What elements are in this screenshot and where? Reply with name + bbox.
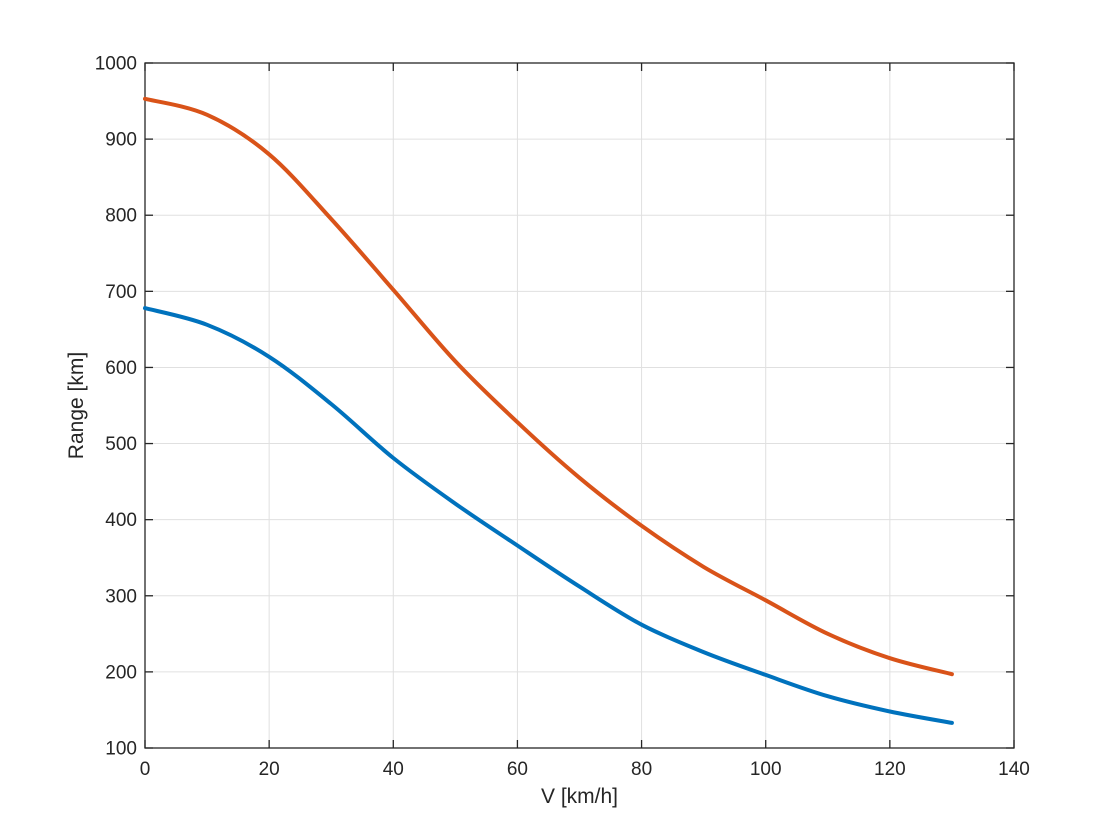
y-tick-label: 100 bbox=[105, 739, 137, 760]
y-tick-label: 600 bbox=[105, 358, 137, 379]
blue-curve bbox=[143, 306, 954, 725]
y-tick-label: 500 bbox=[105, 434, 137, 455]
x-tick-label: 0 bbox=[140, 759, 151, 780]
label-layer: V [km/h] Range [km] 0 20 40 60 80 100 120 140 10… bbox=[65, 54, 1030, 809]
y-axis-label: Range [km] bbox=[65, 352, 88, 459]
x-tick-label: 40 bbox=[383, 759, 404, 780]
x-axis-label: V [km/h] bbox=[541, 785, 618, 808]
axes-box bbox=[144, 62, 1015, 749]
x-tick-label: 140 bbox=[998, 759, 1030, 780]
tick-layer bbox=[144, 62, 1015, 749]
x-tick-label: 80 bbox=[631, 759, 652, 780]
y-tick-label: 200 bbox=[105, 662, 137, 683]
y-tick-label: 1000 bbox=[95, 54, 137, 75]
y-tick-label: 800 bbox=[105, 206, 137, 227]
x-tick-label: 20 bbox=[259, 759, 280, 780]
y-tick-label: 900 bbox=[105, 130, 137, 151]
y-tick-label: 700 bbox=[105, 282, 137, 303]
x-tick-label: 60 bbox=[507, 759, 528, 780]
x-tick-label: 100 bbox=[750, 759, 782, 780]
y-tick-label: 300 bbox=[105, 586, 137, 607]
grid-layer bbox=[144, 62, 1015, 749]
y-tick-label: 400 bbox=[105, 510, 137, 531]
x-tick-label: 120 bbox=[874, 759, 906, 780]
axes-box-layer bbox=[144, 62, 1015, 749]
series-layer bbox=[143, 96, 954, 725]
orange-curve bbox=[143, 96, 954, 677]
